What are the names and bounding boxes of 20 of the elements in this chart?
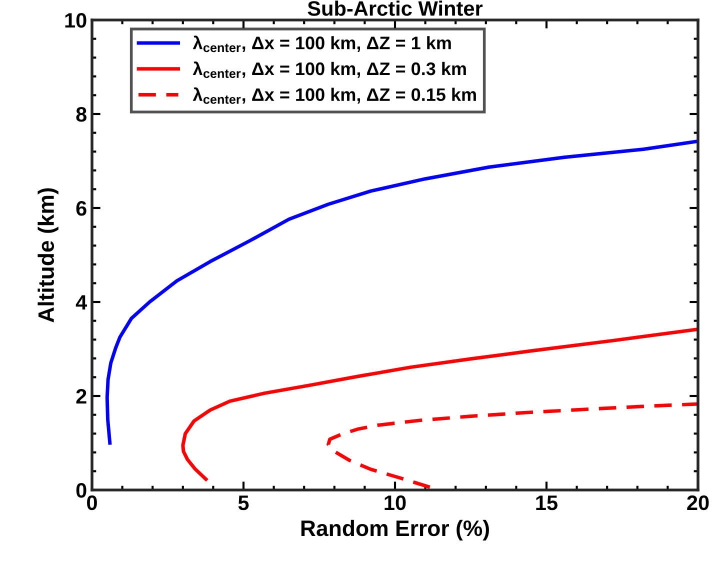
y-tick-label: 6 [76,201,86,216]
x-tick-label: 15 [536,496,558,510]
y-tick-label: 8 [76,107,86,122]
x-tick-label: 10 [384,495,406,510]
line-series [105,140,698,445]
line-series [326,402,698,489]
legend-label: λ$_{center}$, Δx = 100 km, ΔZ = 1 km [192,36,451,52]
x-tick-label: 20 [687,495,709,510]
x-tick-label: 0 [87,495,97,510]
legend-label: λ$_{center}$, Δx = 100 km, ΔZ = 0.15 km [192,87,476,104]
y-tick-label: 2 [76,389,86,404]
x-tick-label: 5 [238,496,249,510]
chart-title: Sub-Arctic Winter [308,0,483,16]
y-tick-label: 0 [76,483,86,498]
y-tick-label: 4 [76,295,88,310]
legend-label: λ$_{center}$, Δx = 100 km, ΔZ = 0.3 km [192,61,466,78]
y-tick-label: 10 [65,13,86,28]
line-series [181,328,698,481]
x-axis-title: Random Error (%) [301,520,489,541]
y-axis-title: Altitude (km) [38,188,58,322]
